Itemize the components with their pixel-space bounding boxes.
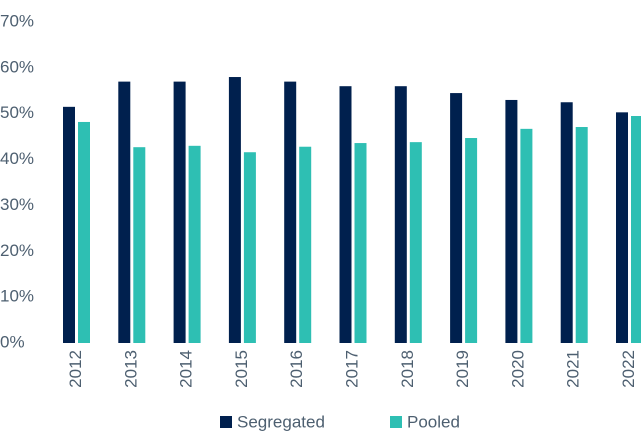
y-tick-label: 30% <box>0 195 34 214</box>
x-tick-label: 2022 <box>619 350 638 388</box>
y-tick-label: 0% <box>0 332 25 351</box>
x-tick-label: 2012 <box>66 350 85 388</box>
bar <box>284 81 297 343</box>
legend-swatch <box>390 416 402 428</box>
y-tick-label: 40% <box>0 149 34 168</box>
bar <box>173 81 186 343</box>
bar <box>243 152 256 343</box>
y-tick-label: 10% <box>0 287 34 306</box>
x-tick-label: 2015 <box>232 350 251 388</box>
x-tick-label: 2016 <box>287 350 306 388</box>
x-tick-label: 2018 <box>398 350 417 388</box>
y-tick-label: 70% <box>0 11 34 30</box>
y-tick-label: 60% <box>0 57 34 76</box>
bar <box>631 116 641 343</box>
bar <box>450 93 463 343</box>
bar <box>63 106 75 343</box>
x-tick-label: 2013 <box>121 350 140 388</box>
bar <box>299 146 312 343</box>
bar <box>133 147 146 343</box>
legend-label: Segregated <box>237 412 325 431</box>
bar <box>339 86 352 343</box>
bar <box>465 138 478 343</box>
legend-swatch <box>220 416 232 428</box>
bar <box>409 142 422 343</box>
y-tick-label: 50% <box>0 103 34 122</box>
bar <box>575 127 588 344</box>
bar <box>505 99 518 343</box>
bar <box>188 145 201 343</box>
x-tick-label: 2014 <box>177 350 196 388</box>
bar <box>228 77 241 344</box>
x-tick-label: 2021 <box>564 350 583 388</box>
bar <box>354 143 367 343</box>
bar <box>560 102 573 343</box>
bar <box>616 112 628 344</box>
bar <box>394 86 407 343</box>
x-tick-label: 2019 <box>453 350 472 388</box>
legend-label: Pooled <box>407 412 460 431</box>
y-tick-label: 20% <box>0 241 34 260</box>
x-tick-label: 2020 <box>508 350 527 388</box>
bar <box>78 121 90 344</box>
bar <box>520 128 533 343</box>
bar <box>118 81 131 343</box>
x-tick-label: 2017 <box>342 350 361 388</box>
